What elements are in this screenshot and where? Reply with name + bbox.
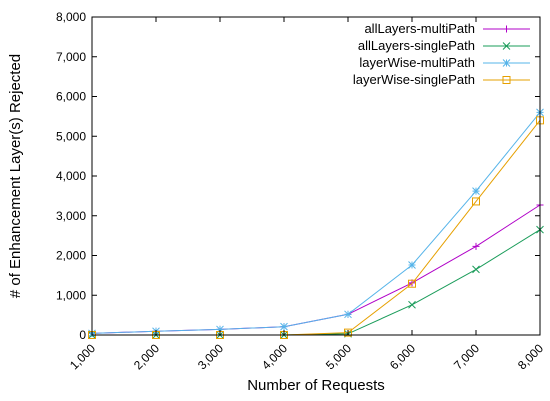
y-tick-label: 0 — [79, 328, 86, 342]
y-tick-label: 2,000 — [56, 249, 86, 263]
y-tick-label: 8,000 — [56, 10, 86, 24]
data-point — [280, 322, 288, 331]
series-layerWise-singlePath — [88, 116, 544, 339]
legend-marker — [502, 76, 511, 84]
data-point — [408, 261, 416, 269]
legend-label: layerWise-singlePath — [353, 72, 475, 87]
data-point — [408, 279, 416, 288]
legend-marker — [503, 25, 510, 33]
chart-marks — [88, 108, 544, 339]
data-point — [472, 265, 480, 274]
x-tick-label: 5,000 — [323, 341, 354, 372]
series-line — [92, 229, 541, 336]
legend-marker — [502, 42, 511, 50]
legend: allLayers-multiPath allLayers-singlePath l… — [353, 21, 530, 87]
y-tick-label: 1,000 — [56, 288, 86, 302]
legend-label: allLayers-singlePath — [358, 38, 475, 53]
x-tick-label: 7,000 — [451, 341, 482, 372]
legend-item: layerWise-singlePath — [353, 72, 530, 87]
y-tick-label: 3,000 — [56, 209, 86, 223]
data-point — [472, 197, 480, 206]
y-tick-label: 7,000 — [56, 50, 86, 64]
x-tick-label: 2,000 — [131, 341, 162, 372]
y-tick-label: 5,000 — [56, 129, 86, 143]
legend-item: allLayers-multiPath — [364, 21, 530, 36]
x-tick-label: 3,000 — [195, 341, 226, 372]
series-layerWise-multiPath — [88, 108, 544, 338]
x-tick-label: 4,000 — [259, 341, 290, 372]
y-tick-label: 4,000 — [56, 169, 86, 183]
y-axis-title: # of Enhancement Layer(s) Rejected — [7, 54, 24, 298]
y-tick-label: 6,000 — [56, 90, 86, 104]
data-point — [344, 310, 352, 319]
legend-item: allLayers-singlePath — [358, 38, 530, 53]
data-point — [472, 242, 480, 250]
series-line — [91, 204, 541, 334]
x-axis-title: Number of Requests — [247, 377, 385, 394]
x-tick-label: 6,000 — [387, 341, 418, 372]
legend-item: layerWise-multiPath — [359, 55, 530, 70]
data-point — [408, 300, 416, 309]
x-tick-label: 8,000 — [515, 341, 546, 372]
legend-label: layerWise-multiPath — [359, 55, 475, 70]
data-point — [216, 325, 224, 334]
data-point — [472, 187, 480, 195]
legend-label: allLayers-multiPath — [364, 21, 475, 36]
x-tick-label: 1,000 — [67, 341, 98, 372]
data-point — [344, 328, 352, 337]
legend-marker — [502, 59, 511, 67]
series-allLayers-singlePath — [88, 225, 544, 339]
series-line — [92, 119, 541, 336]
series-line — [91, 112, 541, 334]
